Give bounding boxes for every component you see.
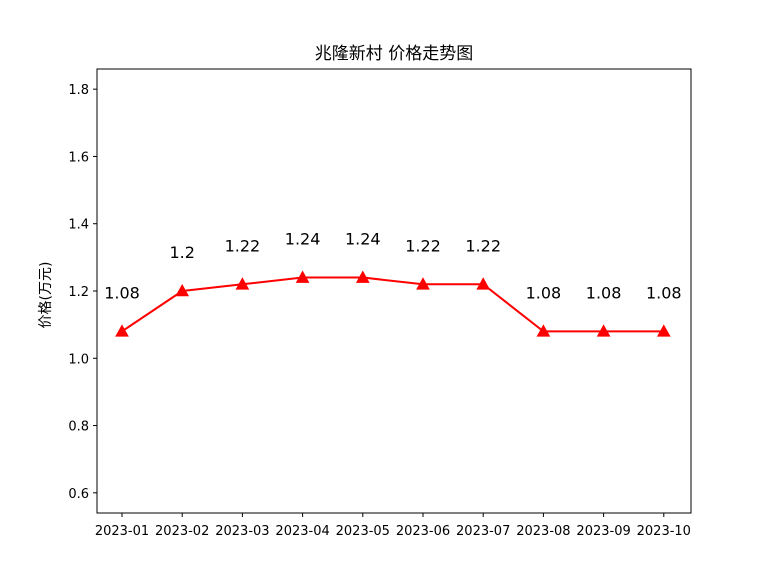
- data-label: 1.08: [646, 283, 682, 302]
- x-tick-label: 2023-08: [516, 524, 570, 539]
- y-tick-label: 0.8: [68, 420, 89, 435]
- data-label: 1.2: [169, 243, 194, 262]
- data-label: 1.22: [405, 236, 441, 255]
- data-point-marker: [355, 270, 370, 283]
- y-tick-label: 1.2: [68, 285, 89, 300]
- x-tick-label: 2023-06: [396, 524, 450, 539]
- y-tick-label: 0.6: [68, 487, 89, 502]
- x-tick-label: 2023-02: [155, 524, 209, 539]
- data-label: 1.08: [526, 283, 562, 302]
- data-point-marker: [656, 324, 671, 337]
- x-axis-ticks: 2023-01 2023-02 2023-03 2023-04 2023-05 2023-…: [95, 513, 691, 539]
- data-label: 1.24: [345, 230, 381, 249]
- data-point-marker: [416, 277, 430, 290]
- data-point-marker: [115, 324, 129, 337]
- y-axis-label: 价格(万元): [38, 262, 54, 329]
- series-line: [121, 276, 664, 333]
- x-tick-label: 2023-04: [275, 524, 329, 539]
- data-label: 1.22: [225, 236, 261, 255]
- data-label: 1.22: [465, 236, 501, 255]
- x-tick-label: 2023-03: [215, 524, 269, 539]
- data-point-marker: [476, 277, 491, 290]
- x-tick-label: 2023-07: [456, 524, 510, 539]
- y-tick-label: 1.8: [68, 83, 89, 98]
- price-series: [115, 270, 671, 337]
- y-axis-ticks: 0.6 0.8 1.0 1.2 1.4 1.6 1.8: [68, 83, 97, 502]
- x-tick-label: 2023-10: [637, 524, 691, 539]
- data-point-marker: [175, 283, 190, 297]
- x-tick-label: 2023-09: [576, 524, 630, 539]
- data-point-marker: [295, 270, 310, 283]
- data-label: 1.08: [104, 283, 140, 302]
- data-label: 1.08: [586, 283, 622, 302]
- data-labels: 1.08 1.2 1.22 1.24 1.24 1.22 1.22 1.08 1.08 1.08: [104, 230, 681, 303]
- data-point-marker: [536, 324, 551, 337]
- y-tick-label: 1.0: [68, 352, 89, 367]
- data-point-marker: [235, 277, 250, 290]
- y-tick-label: 1.6: [68, 150, 89, 165]
- x-tick-label: 2023-01: [95, 524, 149, 539]
- x-tick-label: 2023-05: [336, 524, 390, 539]
- data-label: 1.24: [285, 230, 321, 249]
- chart-title: 兆隆新村 价格走势图: [315, 44, 473, 64]
- data-point-marker: [596, 324, 611, 337]
- y-tick-label: 1.4: [68, 218, 89, 233]
